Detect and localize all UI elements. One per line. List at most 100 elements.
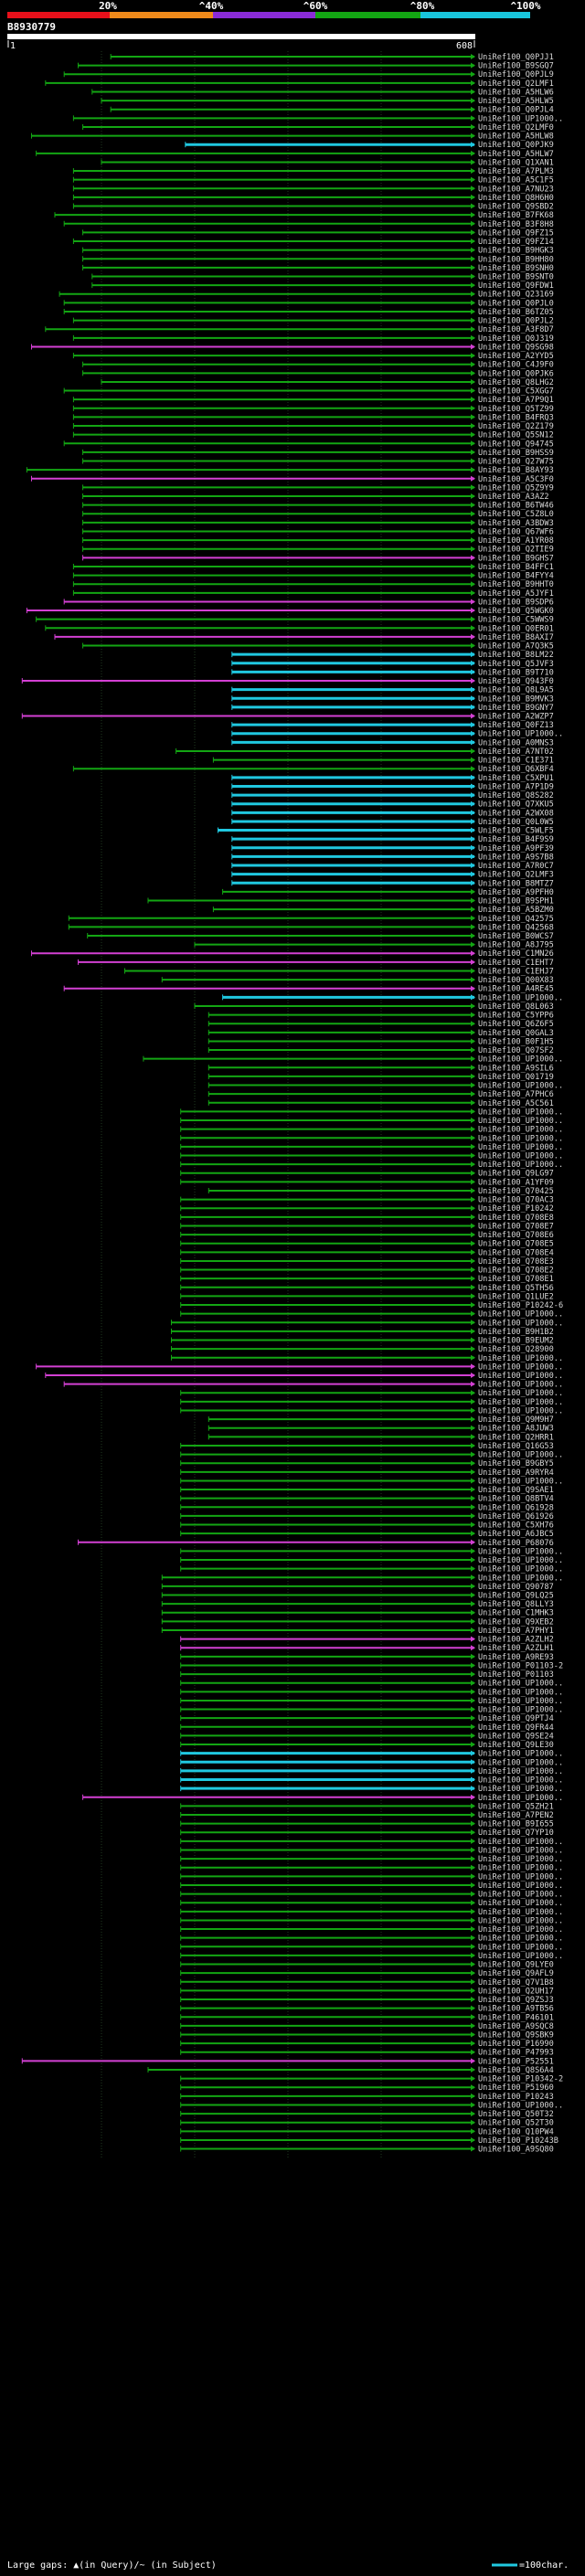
hit-label[interactable]: UniRef100_UP1000.. — [478, 1891, 563, 1900]
hit-row[interactable]: UniRef100_B0F1H5 — [207, 1037, 554, 1046]
hit-label[interactable]: UniRef100_Q9SG98 — [478, 343, 554, 352]
hit-label[interactable]: UniRef100_Q0L0W5 — [478, 818, 554, 827]
hit-label[interactable]: UniRef100_UP1000.. — [478, 1697, 563, 1706]
hit-row[interactable]: UniRef100_UP1000.. — [180, 1899, 563, 1908]
hit-row[interactable]: UniRef100_P51960 — [180, 2083, 554, 2093]
hit-label[interactable]: UniRef100_C5XPU1 — [478, 774, 554, 783]
hit-row[interactable]: UniRef100_B9SDP6 — [63, 598, 554, 607]
hit-row[interactable]: UniRef100_P10243 — [180, 2093, 554, 2102]
hit-label[interactable]: UniRef100_UP1000.. — [478, 1688, 563, 1697]
hit-row[interactable]: UniRef100_Q8LLY3 — [161, 1600, 554, 1609]
hit-row[interactable]: UniRef100_A9RYR4 — [180, 1468, 554, 1478]
hit-row[interactable]: UniRef100_Q6Z6F5 — [207, 1020, 554, 1029]
hit-row[interactable]: UniRef100_Q16G53 — [180, 1442, 554, 1451]
hit-label[interactable]: UniRef100_C5XH76 — [478, 1521, 554, 1531]
hit-label[interactable]: UniRef100_B4FYY4 — [478, 572, 554, 581]
hit-label[interactable]: UniRef100_P10243B — [478, 2136, 558, 2146]
hit-row[interactable]: UniRef100_B4F9S9 — [231, 835, 554, 844]
hit-row[interactable]: UniRef100_UP1000.. — [180, 1117, 563, 1126]
hit-label[interactable]: UniRef100_UP1000.. — [478, 1143, 563, 1152]
hit-row[interactable]: UniRef100_B9SNH0 — [82, 264, 554, 273]
hit-label[interactable]: UniRef100_A5C561 — [478, 1099, 554, 1108]
hit-row[interactable]: UniRef100_Q07SF2 — [207, 1046, 554, 1055]
hit-label[interactable]: UniRef100_Q9LG97 — [478, 1170, 554, 1179]
hit-label[interactable]: UniRef100_C5YPP6 — [478, 1012, 554, 1021]
hit-label[interactable]: UniRef100_A9SIL6 — [478, 1064, 554, 1073]
hit-row[interactable]: UniRef100_B9H1B2 — [171, 1328, 554, 1337]
hit-label[interactable]: UniRef100_Q0PJL9 — [478, 70, 554, 80]
hit-row[interactable]: UniRef100_Q6XBF4 — [72, 765, 554, 774]
hit-row[interactable]: UniRef100_A3AZ2 — [82, 493, 549, 502]
hit-row[interactable]: UniRef100_UP1000.. — [180, 1864, 563, 1873]
hit-label[interactable]: UniRef100_Q5SN12 — [478, 431, 554, 440]
hit-row[interactable]: UniRef100_Q42568 — [68, 923, 554, 932]
hit-label[interactable]: UniRef100_B9SNH0 — [478, 264, 554, 273]
hit-label[interactable]: UniRef100_Q0J319 — [478, 334, 554, 344]
hit-row[interactable]: UniRef100_A9TB56 — [180, 2005, 554, 2014]
hit-row[interactable]: UniRef100_B0WCS7 — [87, 932, 554, 941]
hit-label[interactable]: UniRef100_UP1000.. — [478, 1354, 563, 1363]
hit-row[interactable]: UniRef100_UP1000.. — [180, 1565, 563, 1574]
hit-label[interactable]: UniRef100_A2YYD5 — [478, 352, 554, 361]
hit-row[interactable]: UniRef100_UP1000.. — [180, 1706, 563, 1715]
hit-row[interactable]: UniRef100_UP1000.. — [180, 1767, 563, 1776]
hit-label[interactable]: UniRef100_Q7YP10 — [478, 1829, 554, 1838]
hit-label[interactable]: UniRef100_A9RE93 — [478, 1653, 554, 1662]
hit-row[interactable]: UniRef100_Q0J319 — [72, 334, 554, 344]
hit-label[interactable]: UniRef100_Q67WF6 — [478, 527, 554, 536]
hit-row[interactable]: UniRef100_Q70425 — [207, 1187, 554, 1196]
hit-label[interactable]: UniRef100_C4J9F0 — [478, 361, 554, 370]
hit-row[interactable]: UniRef100_B9SPH1 — [147, 897, 554, 906]
hit-row[interactable]: UniRef100_Q5TH56 — [180, 1284, 554, 1293]
hit-row[interactable]: UniRef100_B9HHT0 — [72, 580, 554, 589]
hit-label[interactable]: UniRef100_Q708E7 — [478, 1222, 554, 1231]
hit-row[interactable]: UniRef100_P16990 — [180, 2040, 554, 2049]
hit-label[interactable]: UniRef100_A5HLW7 — [478, 150, 554, 159]
hit-label[interactable]: UniRef100_UP1000.. — [478, 1872, 563, 1882]
hit-label[interactable]: UniRef100_A7R0C7 — [478, 862, 554, 871]
hit-label[interactable]: UniRef100_Q7XKU5 — [478, 800, 554, 810]
hit-label[interactable]: UniRef100_C5WWS9 — [478, 616, 554, 625]
hit-label[interactable]: UniRef100_UP1000.. — [478, 1925, 563, 1935]
hit-label[interactable]: UniRef100_A5C1F5 — [478, 176, 554, 186]
hit-label[interactable]: UniRef100_Q01719 — [478, 1073, 554, 1082]
hit-row[interactable]: UniRef100_A7PEN2 — [180, 1811, 554, 1820]
hit-label[interactable]: UniRef100_B6TW46 — [478, 502, 554, 511]
hit-row[interactable]: UniRef100_A5HLW8 — [31, 133, 554, 142]
hit-row[interactable]: UniRef100_Q708E1 — [180, 1275, 554, 1284]
hit-label[interactable]: UniRef100_UP1000.. — [478, 1108, 563, 1117]
hit-label[interactable]: UniRef100_B4F9S9 — [478, 835, 554, 844]
hit-label[interactable]: UniRef100_B9HSS9 — [478, 449, 554, 458]
hit-row[interactable]: UniRef100_B4FRQ3 — [72, 413, 554, 422]
hit-label[interactable]: UniRef100_Q9LQ25 — [478, 1592, 554, 1601]
hit-label[interactable]: UniRef100_Q8S6A4 — [478, 2066, 554, 2075]
hit-label[interactable]: UniRef100_Q07SF2 — [478, 1046, 554, 1055]
hit-row[interactable]: UniRef100_Q9FZ15 — [82, 228, 554, 238]
hit-label[interactable]: UniRef100_B9HHT0 — [478, 580, 554, 589]
hit-row[interactable]: UniRef100_A5BZM0 — [212, 906, 554, 915]
hit-row[interactable]: UniRef100_UP1000.. — [180, 1785, 563, 1794]
hit-row[interactable]: UniRef100_A7NU23 — [72, 185, 554, 194]
hit-label[interactable]: UniRef100_A9SQC8 — [478, 2022, 554, 2031]
hit-label[interactable]: UniRef100_B9SDP6 — [478, 598, 554, 607]
hit-label[interactable]: UniRef100_A1YF09 — [478, 1178, 554, 1187]
hit-label[interactable]: UniRef100_A4RE45 — [478, 985, 554, 994]
hit-row[interactable]: UniRef100_Q2LMF1 — [45, 80, 554, 89]
hit-row[interactable]: UniRef100_Q00X83 — [161, 976, 554, 985]
hit-label[interactable]: UniRef100_Q5TH56 — [478, 1284, 554, 1293]
hit-label[interactable]: UniRef100_UP1000.. — [478, 1055, 563, 1065]
hit-row[interactable]: UniRef100_UP1000.. — [180, 1758, 563, 1767]
hit-row[interactable]: UniRef100_Q0PJK6 — [82, 369, 554, 378]
hit-label[interactable]: UniRef100_UP1000.. — [478, 1362, 563, 1372]
hit-row[interactable]: UniRef100_A7P9Q1 — [72, 396, 554, 405]
hit-row[interactable]: UniRef100_Q5TZ99 — [72, 405, 554, 414]
hit-label[interactable]: UniRef100_Q6XBF4 — [478, 765, 554, 774]
hit-row[interactable]: UniRef100_UP1000.. — [180, 1855, 563, 1864]
hit-label[interactable]: UniRef100_UP1000.. — [478, 1381, 563, 1390]
hit-row[interactable]: UniRef100_A3BDW3 — [82, 519, 554, 528]
hit-label[interactable]: UniRef100_Q61928 — [478, 1503, 554, 1512]
hit-row[interactable]: UniRef100_P52551 — [21, 2057, 554, 2066]
hit-row[interactable]: UniRef100_UP1000.. — [180, 1451, 563, 1460]
hit-row[interactable]: UniRef100_UP1000.. — [180, 1882, 563, 1891]
hit-row[interactable]: UniRef100_A9PF39 — [231, 844, 554, 853]
